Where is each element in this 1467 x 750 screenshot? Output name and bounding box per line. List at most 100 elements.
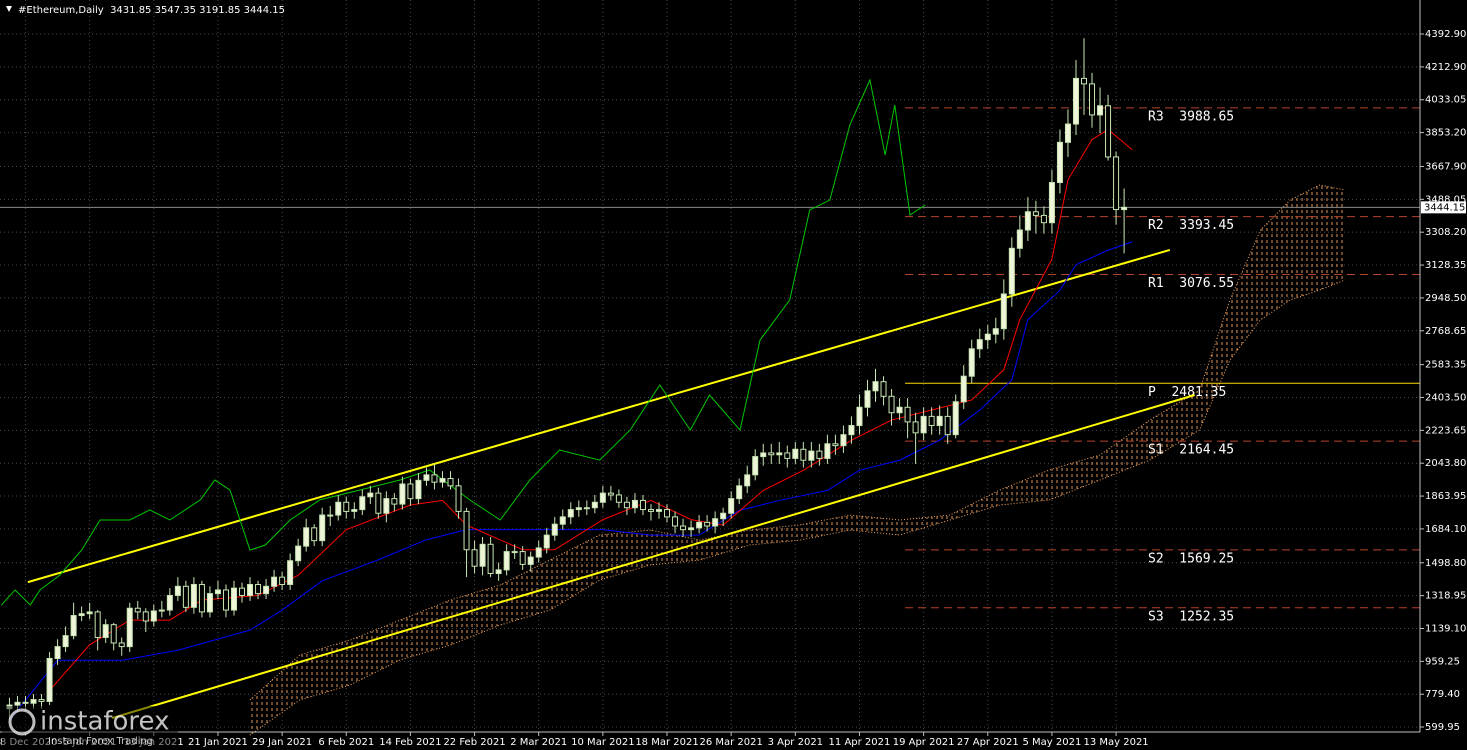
- candle-body: [471, 549, 478, 567]
- candle-body: [1032, 211, 1039, 216]
- candle-body: [872, 381, 879, 392]
- candle-body: [495, 569, 502, 575]
- candle-body: [840, 434, 847, 447]
- candle-body: [688, 527, 695, 531]
- candle-body: [166, 594, 173, 611]
- y-tick-label: 3128.35: [1425, 260, 1466, 271]
- pivot-label: S3 1252.35: [1148, 609, 1234, 624]
- candle-body: [255, 583, 262, 595]
- pivot-label: R3 3988.65: [1148, 109, 1234, 124]
- candle-body: [1113, 156, 1120, 211]
- y-tick-label: 3488.05: [1425, 194, 1466, 205]
- candle-body: [6, 704, 13, 710]
- x-tick-label: 19 Apr 2021: [893, 737, 955, 748]
- candle-body: [696, 521, 703, 529]
- x-tick-label: 11 Apr 2021: [829, 737, 891, 748]
- candle-body: [720, 512, 727, 520]
- candle-body: [856, 406, 863, 427]
- candle-body: [615, 494, 622, 503]
- candle-body: [880, 381, 887, 397]
- candle-body: [102, 624, 109, 638]
- candle-body: [142, 611, 149, 622]
- candle-body: [198, 583, 205, 613]
- candle-body: [303, 527, 310, 547]
- candle-body: [607, 492, 614, 496]
- watermark-tagline: Instant Forex Trading: [48, 736, 153, 747]
- last-price-box: [1421, 201, 1466, 214]
- candle-body: [599, 492, 606, 503]
- candle-body: [752, 456, 759, 476]
- y-tick-label: 4212.90: [1425, 62, 1466, 73]
- y-tick-label: 3308.20: [1425, 227, 1466, 238]
- candle-body: [383, 498, 390, 514]
- candle-body: [567, 509, 574, 518]
- candle-body: [1040, 214, 1047, 224]
- candle-body: [591, 501, 598, 509]
- candle-body: [487, 543, 494, 575]
- candle-body: [1056, 141, 1063, 184]
- x-tick-label: 13 May 2021: [1083, 737, 1148, 748]
- candle-body: [327, 514, 334, 517]
- chart-title: #Ethereum,Daily 3431.85 3547.35 3191.85 …: [18, 5, 285, 16]
- candle-body: [768, 452, 775, 456]
- watermark-text: instaforex: [40, 707, 169, 737]
- candle-body: [447, 478, 454, 487]
- y-tick-label: 1498.80: [1425, 558, 1466, 569]
- pivot-label: P 2481.35: [1148, 385, 1226, 400]
- candle-body: [439, 478, 446, 483]
- candle-body: [784, 452, 791, 459]
- candle-body: [407, 483, 414, 500]
- y-tick-label: 4033.05: [1425, 95, 1466, 106]
- candle-body: [704, 521, 711, 527]
- candle-body: [78, 613, 85, 617]
- candle-body: [287, 560, 294, 585]
- candle-body: [864, 390, 871, 408]
- candle-body: [1016, 229, 1023, 249]
- candle-body: [896, 406, 903, 414]
- candle-body: [543, 534, 550, 549]
- candle-body: [904, 406, 911, 423]
- y-tick-label: 2043.80: [1425, 458, 1466, 469]
- candle-body: [920, 415, 927, 434]
- candle-body: [792, 448, 799, 459]
- candle-body: [367, 492, 374, 498]
- candle-body: [503, 551, 510, 571]
- candle-body: [118, 642, 125, 648]
- watermark: instaforex Instant Forex Trading: [2, 706, 178, 750]
- candle-body: [86, 611, 93, 615]
- candle-body: [912, 421, 919, 434]
- candle-body: [1008, 247, 1015, 295]
- candle-body: [62, 635, 69, 648]
- candle-body: [1064, 123, 1071, 143]
- candle-body: [575, 507, 582, 511]
- x-tick-label: 22 Feb 2021: [443, 737, 505, 748]
- watermark-logo: [8, 708, 36, 736]
- candle-body: [976, 339, 983, 350]
- y-tick-label: 4392.90: [1425, 29, 1466, 40]
- y-tick-label: 1139.10: [1425, 623, 1466, 634]
- candle-body: [808, 450, 815, 461]
- candle-body: [94, 611, 101, 638]
- candle-body: [1024, 211, 1031, 231]
- candle-body: [736, 485, 743, 500]
- candle-body: [351, 509, 358, 512]
- x-tick-label: 13 Jan 2021: [124, 737, 184, 748]
- x-tick-label: 10 Mar 2021: [571, 737, 634, 748]
- y-tick-label: 1318.95: [1425, 591, 1466, 602]
- candle-body: [984, 333, 991, 341]
- candle-body: [800, 448, 807, 461]
- channel-line: [111, 394, 1195, 719]
- candle-body: [391, 498, 398, 505]
- candle-body: [174, 585, 181, 596]
- candle-body: [423, 474, 430, 481]
- candle-body: [1081, 77, 1088, 85]
- candle-body: [295, 545, 302, 562]
- y-tick-label: 2948.50: [1425, 293, 1466, 304]
- candle-body: [30, 699, 37, 704]
- candle-body: [279, 576, 286, 585]
- candle-body: [126, 607, 133, 648]
- candle-body: [631, 499, 638, 509]
- y-tick-label: 1863.95: [1425, 491, 1466, 502]
